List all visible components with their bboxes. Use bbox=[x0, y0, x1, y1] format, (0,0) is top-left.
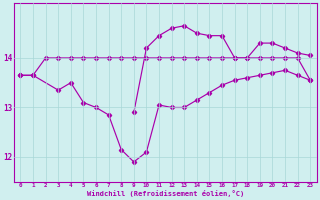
X-axis label: Windchill (Refroidissement éolien,°C): Windchill (Refroidissement éolien,°C) bbox=[87, 190, 244, 197]
